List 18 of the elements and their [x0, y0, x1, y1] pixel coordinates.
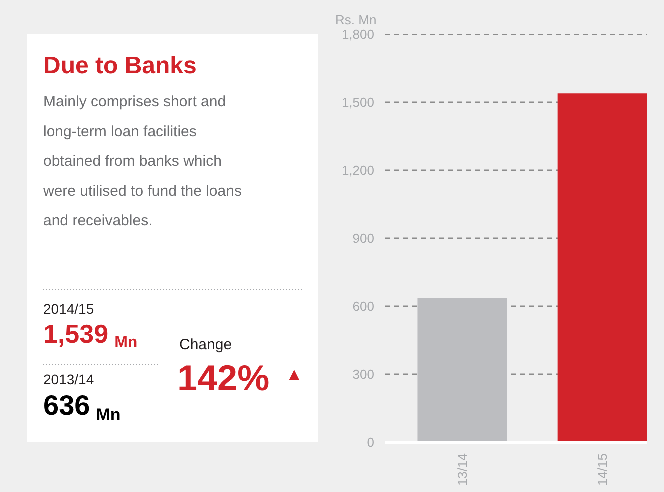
text: 142% ▲: [178, 357, 304, 398]
y-tick-label: 1,500: [342, 95, 375, 110]
text: Due to Banks: [44, 52, 197, 80]
y-tick-label: 1,800: [342, 27, 375, 42]
y-axis-title: Rs. Mn: [336, 12, 377, 28]
y-tick-label: 0: [367, 435, 375, 450]
y-tick-label: 600: [352, 299, 375, 314]
text: 636 Mn: [44, 390, 121, 425]
text: 2013/14: [44, 372, 94, 388]
x-tick-label: 14/15: [595, 453, 610, 486]
text: 2014/15: [44, 300, 94, 317]
text: Mainly comprises short and long-term loan facilities obtained from banks which were utilised to fund the loans and receivables.: [42, 94, 242, 230]
x-tick-label: 13/14: [455, 453, 470, 486]
y-tick-label: 1,200: [342, 163, 375, 178]
y-tick-label: 300: [352, 367, 375, 382]
text: Change: [180, 336, 232, 354]
y-tick-label: 900: [352, 231, 375, 246]
text: 1,539 Mn: [44, 319, 138, 352]
